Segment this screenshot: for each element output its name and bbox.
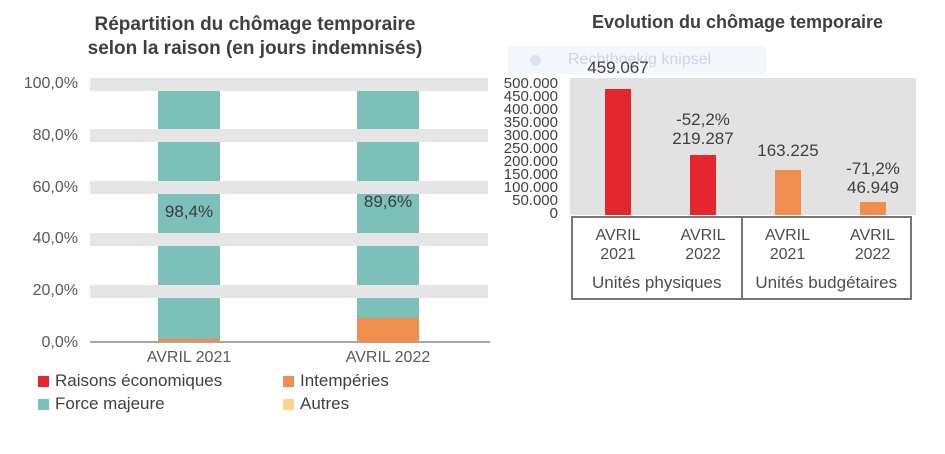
right-chart-y-tick: 50.000 — [512, 192, 558, 209]
axis-group-unites-budgetaires: AVRIL 2021 AVRIL 2022 Unités budgétaires — [740, 218, 913, 298]
left-chart-category-label: AVRIL 2022 — [345, 349, 431, 366]
right-chart-title: Evolution du chômage temporaire — [591, 12, 884, 32]
left-chart-y-tick: 0,0% — [41, 334, 78, 351]
legend-label: Autres — [300, 394, 350, 413]
legend-swatch-autres-icon — [283, 398, 294, 410]
axis-category-label: AVRIL 2022 — [833, 226, 913, 264]
bar-value-label: 163.225 — [757, 141, 819, 160]
legend-label: Intempéries — [300, 371, 389, 390]
right-chart-y-tick: 350.000 — [503, 114, 558, 131]
axis-category-label: AVRIL 2021 — [748, 226, 828, 264]
legend-swatch-force-majeure-icon — [38, 398, 49, 410]
axis-group-label: Unités physiques — [592, 273, 722, 292]
axis-category-label: AVRIL 2021 — [578, 226, 658, 264]
axis-category-label: AVRIL 2022 — [663, 226, 743, 264]
bar-change-label: -71,2% — [846, 159, 900, 178]
legend-swatch-raisons-economiques-icon — [38, 375, 49, 387]
legend-item-force-majeure: Force majeure — [38, 393, 165, 415]
axis-category-line: AVRIL — [849, 227, 896, 244]
legend-swatch-intemperies-icon — [283, 375, 294, 387]
gridline-band — [90, 77, 488, 91]
right-chart-axis-table: AVRIL 2021 AVRIL 2022 Unités physiques A… — [571, 216, 912, 300]
right-chart-plot-area — [570, 78, 916, 215]
axis-category-line: 2021 — [769, 246, 806, 263]
bar-change-label: -52,2% — [676, 110, 730, 129]
segment-intemperies — [158, 339, 220, 342]
watermark-circle-icon — [530, 54, 541, 66]
stacked-bar-avril-2022: 89,6% — [357, 84, 419, 342]
legend-item-autres: Autres — [283, 393, 349, 415]
left-chart-y-tick: 40,0% — [32, 230, 78, 248]
segment-force-majeure: 98,4% — [158, 85, 220, 340]
right-chart-y-tick: 150.000 — [503, 166, 558, 183]
segment-force-majeure: 89,6% — [357, 86, 419, 318]
left-chart-y-tick: 60,0% — [32, 178, 78, 196]
left-chart-y-tick: 20,0% — [32, 282, 78, 300]
left-chart-title-line2: selon la raison (en jours indemnisés) — [87, 37, 423, 59]
gridline-band — [90, 129, 488, 143]
axis-category-line: 2021 — [600, 246, 636, 263]
segment-intemperies — [357, 317, 419, 342]
axis-group-unites-physiques: AVRIL 2021 AVRIL 2022 Unités physiques — [573, 218, 741, 298]
right-chart-y-tick: 100.000 — [503, 179, 558, 196]
bar-unites-physiques-avril-2022 — [690, 154, 716, 215]
bar-value-label: 459.067 — [587, 58, 649, 77]
legend-label: Raisons économiques — [55, 371, 223, 390]
bar-value-label: 219.287 — [672, 129, 734, 148]
left-chart-category-label: AVRIL 2021 — [146, 349, 232, 366]
right-chart-y-tick: 200.000 — [503, 153, 558, 170]
gridline-band — [90, 181, 488, 195]
right-chart-y-tick: 400.000 — [503, 101, 558, 118]
right-chart-y-axis-ticks: 500.000 450.000 400.000 350.000 300.000 250.0… — [478, 75, 558, 222]
stacked-bar-avril-2021: 98,4% — [158, 84, 220, 342]
right-chart-y-tick: 500.000 — [503, 75, 558, 92]
bar-unites-physiques-avril-2021 — [605, 89, 631, 215]
legend-item-intemperies: Intempéries — [283, 370, 389, 392]
right-chart-y-tick: 250.000 — [503, 140, 558, 157]
right-chart-y-tick: 450.000 — [503, 88, 558, 105]
bar-unites-budgetaires-avril-2021 — [775, 170, 801, 215]
legend-item-raisons-economiques: Raisons économiques — [38, 370, 222, 392]
right-chart-y-tick: 300.000 — [503, 127, 558, 144]
axis-category-line: AVRIL — [764, 227, 811, 244]
left-chart-title-line1: Répartition du chômage temporaire — [94, 14, 416, 35]
right-chart-y-tick: 0 — [549, 205, 558, 222]
bar-value-label: 46.949 — [847, 178, 899, 197]
gridline-band — [90, 232, 488, 246]
stacked-segment-value-label: 89,6% — [363, 192, 413, 212]
watermark-label: Rechthoekig knipsel — [568, 51, 712, 68]
stacked-segment-value-label: 98,4% — [164, 202, 214, 222]
gridline-band — [90, 284, 488, 298]
left-chart-title: Répartition du chômage temporaire selon … — [25, 13, 485, 61]
axis-group-label: Unités budgétaires — [755, 273, 898, 292]
axis-category-line: AVRIL — [680, 227, 726, 244]
axis-category-line: 2022 — [685, 246, 721, 263]
left-chart-y-tick: 80,0% — [32, 126, 78, 144]
legend-label: Force majeure — [55, 394, 165, 413]
axis-category-line: AVRIL — [595, 227, 641, 244]
left-chart-y-tick: 100,0% — [23, 75, 78, 92]
left-chart-x-axis-line — [90, 341, 490, 343]
bar-unites-budgetaires-avril-2022 — [860, 202, 886, 215]
axis-category-line: 2022 — [854, 246, 891, 263]
snipping-tool-watermark: Rechthoekig knipsel — [508, 46, 766, 74]
